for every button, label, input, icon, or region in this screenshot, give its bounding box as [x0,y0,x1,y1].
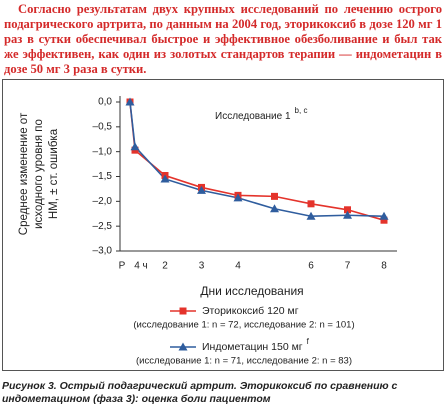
legend-name: Эторикоксиб 120 мг [202,305,299,317]
x-tick-label: 4 ч [134,261,148,272]
point [130,142,140,151]
y-tick-label: –2,0 [93,196,113,207]
x-tick-label: 2 [162,261,168,272]
point [178,342,188,351]
point [307,200,315,208]
point [270,204,279,213]
x-tick-label: 3 [199,261,205,272]
point [179,307,187,315]
point [160,174,170,183]
x-tick-label: 7 [345,261,351,272]
point [233,193,243,202]
point [197,185,206,194]
legend-sup: f [307,337,310,346]
intro-paragraph: Согласно результатам двух крупных исслед… [4,2,442,76]
y-axis-label: исходного уровня по [33,119,45,229]
annotation: Исследование 1 b, c [215,106,307,122]
point [271,192,278,200]
y-tick-label: –1,0 [93,146,113,157]
y-axis-label: Среднее изменение от [18,112,30,235]
x-tick-label: Р [119,261,126,272]
y-tick-label: 0,0 [98,97,112,108]
legend-name: Индометацин 150 мг [202,341,303,353]
y-axis-label: НМ, ± ст. ошибка [48,128,60,219]
point [306,211,316,220]
point [379,211,389,220]
y-tick-label: –2,5 [93,221,113,232]
legend-note: (исследование 1: n = 72, исследование 2:… [133,320,354,331]
y-tick-label: –0,5 [93,121,113,132]
legend-note: (исследование 1: n = 71, исследование 2:… [136,356,352,367]
point [380,216,388,224]
figure-caption: Рисунок 3. Острый подагрический артрит. … [2,380,398,405]
point [343,210,352,219]
point [125,97,135,106]
chart-frame [2,79,444,371]
y-tick-label: –3,0 [93,246,113,257]
x-tick-label: 6 [308,261,314,272]
legend-entry: Эторикоксиб 120 мг [202,305,299,317]
annotation-text: Исследование 1 [215,111,291,122]
point [344,206,351,214]
x-tick-label: 4 [235,261,241,272]
x-axis-label: Дни исследования [200,284,303,298]
annotation-sup: b, c [295,106,308,115]
y-tick-label: –1,5 [93,171,113,182]
x-tick-label: 8 [381,261,387,272]
legend-entry: Индометацин 150 мг f [202,337,310,353]
chart: Дни исследования Исследование 1 b, c 0,0 –… [2,79,444,371]
